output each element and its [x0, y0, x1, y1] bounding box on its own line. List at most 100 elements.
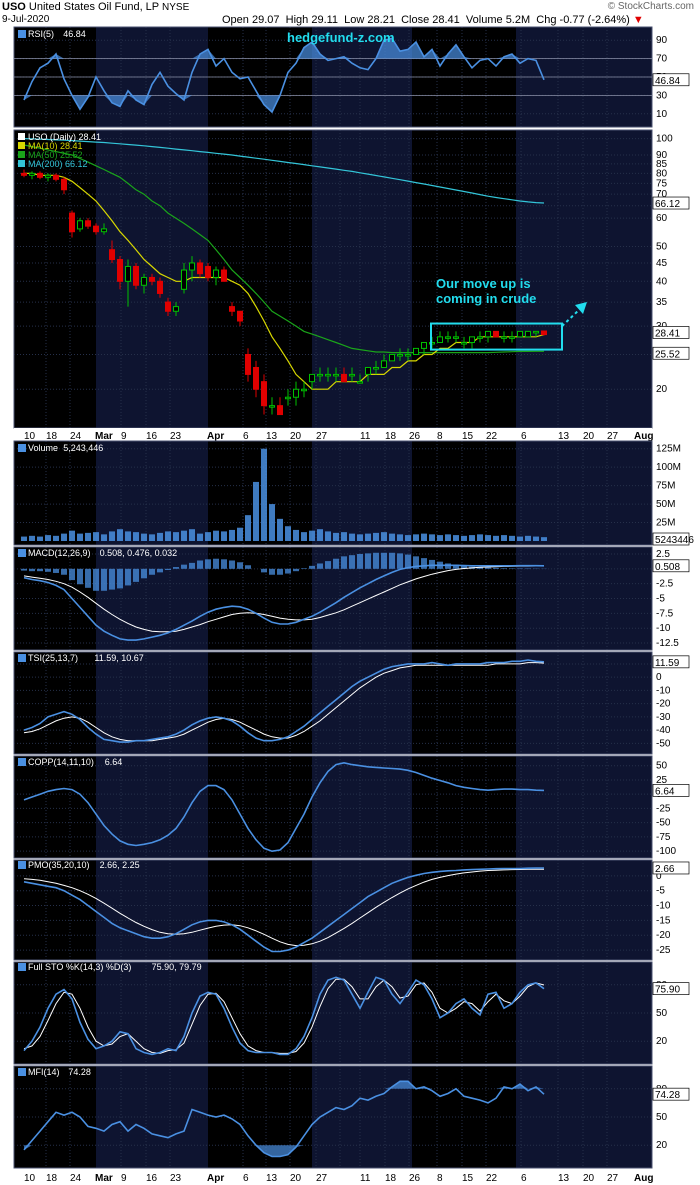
- macd-histogram-bar: [53, 568, 59, 573]
- volume-bar: [261, 448, 267, 541]
- volume-bar: [373, 532, 379, 541]
- macd-histogram-bar: [333, 558, 339, 569]
- macd-histogram-bar: [141, 568, 147, 579]
- volume-label: Volume: [465, 14, 503, 26]
- candle-body: [85, 220, 91, 227]
- mfi-title-value: 74.28: [68, 1067, 91, 1077]
- ma200-line: [23, 138, 545, 204]
- macd-histogram-bar: [421, 558, 427, 569]
- price-value-tag-box: [652, 196, 690, 210]
- volume-bar: [525, 535, 531, 541]
- top-date-label: Aug: [634, 431, 653, 442]
- volume-value-tag-box: [652, 532, 690, 546]
- mfi-oversold-fill: [24, 1145, 544, 1157]
- bottom-date-label: 24: [70, 1173, 82, 1184]
- volume-bar: [389, 533, 395, 541]
- candle-body: [213, 269, 219, 278]
- macd-title: MACD(12,26,9): [28, 548, 91, 558]
- volume-bar: [365, 533, 371, 541]
- macd-histogram-bar: [93, 568, 99, 591]
- copp-tick-label: -25: [656, 803, 671, 814]
- mfi-title: MFI(14): [28, 1067, 60, 1077]
- volume-bar: [421, 533, 427, 541]
- volume-tick-label: 100M: [656, 462, 681, 473]
- top-date-label: 9: [121, 431, 127, 442]
- macd-histogram-bar: [477, 567, 483, 569]
- macd-histogram-bar: [461, 565, 467, 569]
- sto-title-value: 75.90, 79.79: [152, 962, 202, 972]
- top-date-label: 18: [385, 431, 397, 442]
- macd-histogram-bar: [397, 553, 403, 569]
- tsi-tick-label: -30: [656, 712, 671, 723]
- pmo-signal-line: [23, 868, 545, 947]
- pmo-tick-label: 0: [656, 871, 662, 882]
- copp-title: COPP(14,11,10): [28, 757, 94, 767]
- volume-bar: [381, 532, 387, 541]
- fund-name: United States Oil Fund, LP: [28, 1, 159, 13]
- macd-title-value: 0.508, 0.476, 0.032: [100, 548, 178, 558]
- rsi-value-tag: 46.84: [655, 76, 680, 87]
- top-date-axis-bg: [14, 428, 652, 441]
- candle-body: [93, 225, 99, 233]
- top-date-label: 8: [437, 431, 443, 442]
- tsi-tick-label: -10: [656, 685, 671, 696]
- tsi-value-tag: 11.59: [655, 658, 680, 669]
- macd-tick-label: -10: [656, 623, 671, 634]
- rsi-tick-label: 90: [656, 35, 668, 46]
- volume-month-band: [96, 441, 208, 545]
- mfi-tick-label: 20: [656, 1140, 668, 1151]
- candle-body: [69, 212, 75, 233]
- price-legend-swatch: [18, 160, 25, 167]
- macd-tick-label: -12.5: [656, 638, 679, 649]
- top-date-label: 15: [462, 431, 474, 442]
- symbol: USO: [2, 1, 26, 13]
- mfi-tick-label: 50: [656, 1112, 668, 1123]
- copp-tick-label: 25: [656, 775, 668, 786]
- candle-body: [37, 172, 43, 178]
- volume-bar: [533, 536, 539, 541]
- candle-body: [333, 373, 339, 377]
- site-watermark: hedgefund-z.com: [287, 30, 395, 45]
- price-legend-swatch: [18, 151, 25, 158]
- tsi-month-band: [96, 652, 208, 754]
- exchange: NYSE: [162, 2, 190, 13]
- bottom-date-label: Aug: [634, 1173, 653, 1184]
- macd-histogram-bar: [197, 560, 203, 569]
- bottom-date-label: 18: [46, 1173, 58, 1184]
- rsi-overbought-fill: [24, 38, 544, 59]
- volume-month-band: [516, 441, 652, 545]
- pmo-month-band: [96, 860, 208, 960]
- volume-bar: [325, 531, 331, 541]
- candle-body: [541, 330, 547, 336]
- macd-histogram-bar: [501, 568, 507, 569]
- bottom-date-label: 22: [486, 1173, 498, 1184]
- low-value: 28.21: [367, 14, 395, 26]
- candle-body: [173, 306, 179, 312]
- candle-body: [413, 347, 419, 355]
- top-date-label: 16: [146, 431, 158, 442]
- date: 9-Jul-2020: [2, 14, 50, 25]
- candle-body: [533, 330, 539, 334]
- rsi-tick-label: 30: [656, 90, 668, 101]
- rsi-line: [23, 37, 545, 114]
- volume-bar: [349, 533, 355, 541]
- top-date-label: 13: [266, 431, 278, 442]
- volume-bar: [397, 534, 403, 541]
- sto-tick-label: 50: [656, 1008, 668, 1019]
- volume-bar: [469, 535, 475, 541]
- annotation-arrow-shaft: [561, 308, 581, 327]
- copp-legend-swatch: [18, 758, 26, 766]
- open-label: Open: [222, 14, 249, 26]
- macd-histogram-bar: [21, 568, 27, 571]
- candle-body: [317, 373, 323, 377]
- bottom-date-label: 26: [409, 1173, 421, 1184]
- top-date-label: 24: [70, 431, 82, 442]
- pmo-tick-label: -10: [656, 901, 671, 912]
- candle-body: [53, 174, 59, 180]
- volume-legend-swatch: [18, 444, 26, 452]
- bottom-date-label: 9: [121, 1173, 127, 1184]
- volume-bar: [413, 534, 419, 541]
- price-tick-label: 20: [656, 384, 668, 395]
- bottom-date-label: 27: [607, 1173, 619, 1184]
- candle-body: [525, 330, 531, 338]
